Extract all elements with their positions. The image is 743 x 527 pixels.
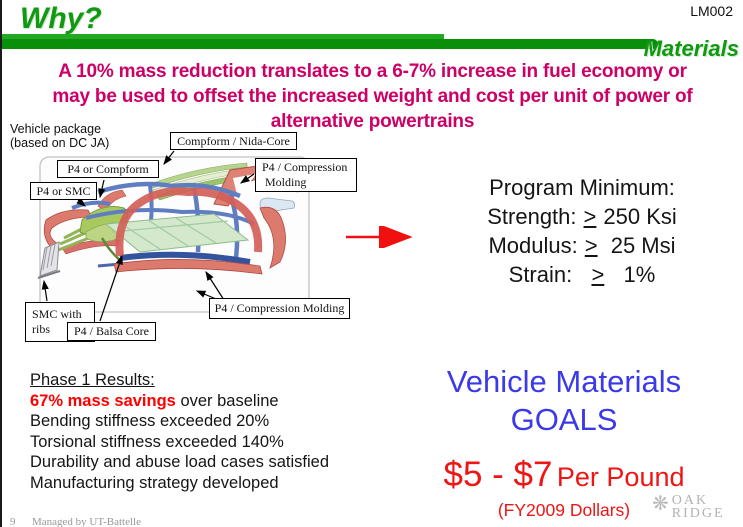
label-p4-compression-top-line2: Molding — [265, 175, 307, 189]
label-p4-or-smc: P4 or SMC — [30, 182, 97, 200]
oak-ridge-logo-line1: OAK — [671, 493, 709, 508]
phase1-highlight: 67% mass savings — [30, 391, 176, 410]
program-minimum-strain: Strain: > 1% — [427, 260, 737, 289]
vehicle-diagram: Vehicle package (based on DC JA) — [2, 120, 374, 355]
oak-ridge-logo: ❋ OAK RIDGE — [652, 493, 725, 521]
car-red-body-side — [113, 187, 286, 275]
diagram-caption-line-1: Vehicle package — [10, 122, 102, 136]
phase1-item-durability: Durability and abuse load cases satisfie… — [30, 453, 330, 471]
headline: A 10% mass reduction translates to a 6-7… — [6, 59, 739, 134]
strain-geq-symbol: > — [591, 262, 605, 287]
label-p4-or-compform: P4 or Compform — [57, 160, 159, 178]
car-artwork — [37, 162, 301, 279]
strength-value: 250 Ksi — [603, 204, 677, 229]
label-p4-or-compform-text: P4 or Compform — [67, 161, 149, 176]
goals-line-1: Vehicle Materials — [446, 364, 682, 399]
phase1-title: Phase 1 Results: — [30, 371, 155, 389]
car-green-floor — [104, 213, 250, 253]
slide-title: Why? — [20, 2, 102, 35]
price-range: $5 - $7 — [443, 455, 553, 494]
phase1-highlight-suffix: over baseline — [180, 391, 279, 410]
red-arrow-icon — [346, 226, 413, 248]
label-p4-or-smc-text: P4 or SMC — [36, 183, 91, 198]
price-line: $5 - $7 Per Pound — [390, 455, 738, 495]
label-p4-compression-bottom-text: P4 / Compression Molding — [214, 301, 345, 315]
phase1-mass-savings-line: 67% mass savings over baseline — [30, 391, 329, 412]
label-p4-balsa-core: P4 / Balsa Core — [67, 322, 156, 341]
diagram-caption: Vehicle package (based on DC JA) — [10, 122, 109, 150]
strength-geq-symbol: > — [583, 204, 597, 229]
phase1-results: Phase 1 Results: 67% mass savings over b… — [30, 370, 329, 493]
phase1-item-bending: Bending stiffness exceeded 20% — [30, 412, 270, 430]
modulus-value: 25 Msi — [604, 233, 676, 258]
label-p4-compression-molding-top: P4 / Compression Molding — [255, 158, 357, 192]
label-p4-balsa-core-text: P4 / Balsa Core — [74, 324, 149, 338]
label-compform-nida-core: Compform / Nida-Core — [170, 132, 297, 150]
goals-line-2: GOALS — [510, 402, 618, 437]
program-minimum-title: Program Minimum: — [489, 175, 675, 200]
modulus-label: Modulus: — [488, 233, 578, 258]
program-minimum: Program Minimum: Strength: >250 Ksi Modul… — [427, 173, 737, 289]
phase1-item-torsional: Torsional stiffness exceeded 140% — [30, 432, 284, 451]
header-bar-dark — [2, 39, 658, 49]
slide-code: LM002 — [690, 3, 733, 19]
page-number: 9 — [10, 516, 16, 527]
label-compform-nida-core-text: Compform / Nida-Core — [177, 133, 290, 148]
headline-line-1: A 10% mass reduction translates to a 6-7… — [58, 61, 687, 82]
program-name: Materials — [643, 36, 739, 61]
footer-credit: Managed by UT-Battelle — [32, 516, 141, 527]
program-minimum-modulus: Modulus: > 25 Msi — [427, 231, 737, 260]
label-smc-ribs-line1: SMC with — [32, 307, 82, 321]
modulus-geq-symbol: > — [584, 233, 598, 258]
program-minimum-strength: Strength: >250 Ksi — [427, 202, 737, 231]
label-smc-ribs-line2: ribs — [32, 322, 50, 336]
oak-ridge-leaf-icon: ❋ — [652, 493, 669, 515]
vehicle-materials-goals: Vehicle Materials GOALS $5 - $7 Per Poun… — [390, 363, 738, 521]
oak-ridge-logo-text: OAK RIDGE — [671, 493, 725, 521]
vehicle-structure-illustration — [37, 150, 310, 322]
headline-line-3: alternative powertrains — [270, 111, 475, 132]
strain-value: 1% — [611, 262, 656, 287]
price-unit: Per Pound — [556, 462, 685, 492]
headline-line-2: may be used to offset the increased weig… — [52, 86, 693, 107]
phase1-item-manufacturing: Manufacturing strategy developed — [30, 473, 279, 492]
header-bar-light — [2, 34, 444, 43]
price-note: (FY2009 Dollars) — [497, 500, 631, 520]
oak-ridge-logo-line2: RIDGE — [671, 506, 725, 521]
strength-label: Strength: — [487, 204, 577, 229]
diagram-caption-line-2: (based on DC JA) — [10, 136, 110, 150]
car-gray-smc-panel — [37, 241, 61, 279]
label-p4-compression-molding-bottom: P4 / Compression Molding — [209, 298, 350, 319]
label-p4-compression-top-line1: P4 / Compression — [262, 160, 348, 174]
strain-label: Strain: — [508, 262, 585, 287]
